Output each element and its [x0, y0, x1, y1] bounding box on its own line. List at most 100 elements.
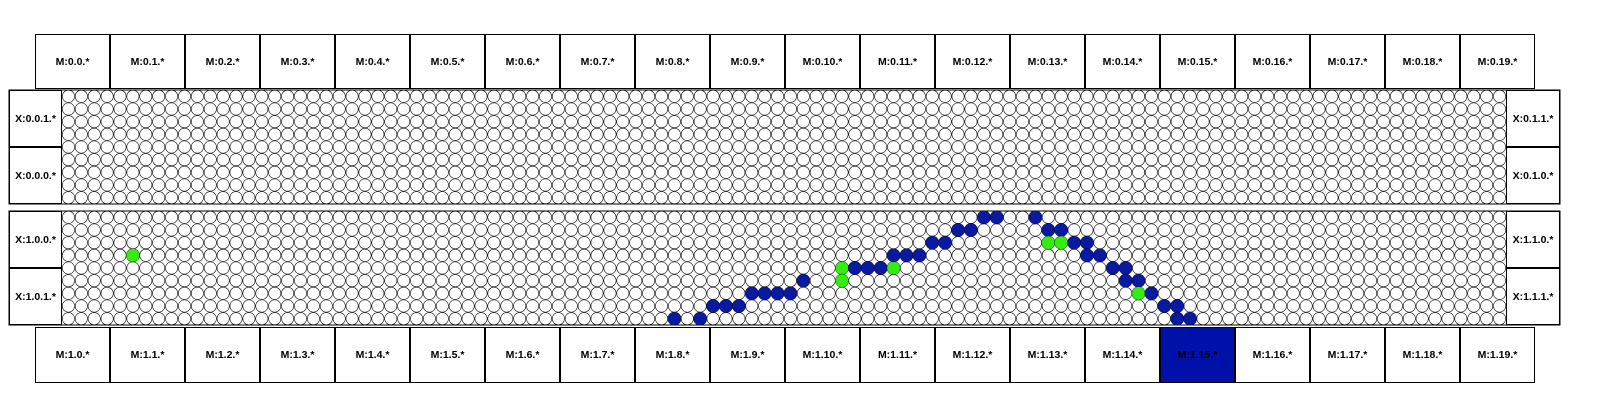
- side-right-0-label: X:0.1.1.*: [1512, 112, 1554, 125]
- hit-blue: [1041, 223, 1056, 237]
- module-top-11-label: M:0.11.*: [877, 55, 918, 68]
- module-bottom-14-label: M:1.14.*: [1102, 349, 1143, 361]
- side-left-0: X:0.0.1.*: [9, 90, 62, 147]
- module-bottom-18: M:1.18.*: [1385, 327, 1460, 383]
- hit-green: [886, 261, 901, 275]
- module-top-19-label: M:0.19.*: [1477, 55, 1518, 68]
- module-top-14-label: M:0.14.*: [1102, 55, 1143, 68]
- side-right-3: X:1.1.1.*: [1506, 268, 1560, 325]
- module-bottom-4: M:1.4.*: [335, 327, 410, 383]
- hit-blue: [873, 261, 888, 275]
- hit-blue: [1170, 299, 1185, 313]
- module-top-7-label: M:0.7.*: [580, 55, 615, 68]
- module-bottom-19-label: M:1.19.*: [1477, 349, 1518, 361]
- module-top-5: M:0.5.*: [410, 34, 485, 89]
- hit-green: [835, 273, 849, 288]
- module-bottom-3-label: M:1.3.*: [280, 349, 315, 361]
- module-top-12-label: M:0.12.*: [952, 55, 993, 68]
- hit-blue: [1080, 235, 1094, 250]
- hit-blue: [1054, 223, 1069, 237]
- module-bottom-3: M:1.3.*: [260, 327, 335, 383]
- module-bottom-2: M:1.2.*: [185, 327, 260, 383]
- module-top-13-label: M:0.13.*: [1027, 55, 1068, 68]
- side-right-1-label: X:0.1.0.*: [1512, 169, 1554, 182]
- module-bottom-6-label: M:1.6.*: [505, 349, 540, 361]
- module-top-10: M:0.10.*: [785, 34, 860, 89]
- hit-blue: [1092, 248, 1107, 263]
- module-bottom-8-label: M:1.8.*: [655, 349, 690, 361]
- side-left-2: X:1.0.0.*: [9, 211, 62, 268]
- hit-blue: [783, 286, 798, 301]
- module-bottom-15: M:1.15.*: [1160, 327, 1235, 383]
- module-bottom-13: M:1.13.*: [1010, 327, 1085, 383]
- hit-blue: [706, 299, 721, 313]
- module-top-17-label: M:0.17.*: [1327, 55, 1368, 68]
- hit-blue: [1028, 210, 1043, 225]
- module-top-11: M:0.11.*: [860, 34, 935, 89]
- module-bottom-12-label: M:1.12.*: [952, 349, 993, 361]
- hit-green: [1131, 286, 1146, 301]
- hit-blue: [912, 248, 927, 263]
- module-top-17: M:0.17.*: [1310, 34, 1385, 89]
- module-bottom-4-label: M:1.4.*: [355, 349, 390, 361]
- module-top-15-label: M:0.15.*: [1177, 55, 1218, 68]
- hit-blue: [1118, 273, 1133, 288]
- hit-blue: [951, 223, 965, 237]
- module-bottom-11-label: M:1.11.*: [877, 349, 918, 361]
- hit-blue: [1183, 311, 1198, 326]
- side-right-0: X:0.1.1.*: [1506, 90, 1560, 147]
- module-bottom-1-label: M:1.1.*: [130, 349, 165, 361]
- dot-grid-half-0: [62, 89, 1506, 205]
- module-top-18: M:0.18.*: [1385, 34, 1460, 89]
- module-top-1: M:0.1.*: [110, 34, 185, 89]
- module-top-5-label: M:0.5.*: [430, 55, 465, 68]
- module-top-13: M:0.13.*: [1010, 34, 1085, 89]
- module-bottom-15-label: M:1.15.*: [1177, 349, 1218, 361]
- module-top-14: M:0.14.*: [1085, 34, 1160, 89]
- module-top-0-label: M:0.0.*: [55, 55, 90, 68]
- module-top-8: M:0.8.*: [635, 34, 710, 89]
- hit-blue: [1105, 261, 1120, 275]
- module-top-0: M:0.0.*: [35, 34, 110, 89]
- module-top-4: M:0.4.*: [335, 34, 410, 89]
- module-bottom-12: M:1.12.*: [935, 327, 1010, 383]
- module-top-19: M:0.19.*: [1460, 34, 1535, 89]
- module-bottom-17: M:1.17.*: [1310, 327, 1385, 383]
- module-bottom-11: M:1.11.*: [860, 327, 935, 383]
- hit-blue: [989, 210, 1004, 225]
- module-bottom-18-label: M:1.18.*: [1402, 349, 1443, 361]
- hit-blue: [1067, 235, 1082, 250]
- module-bottom-16: M:1.16.*: [1235, 327, 1310, 383]
- module-bottom-2-label: M:1.2.*: [205, 349, 240, 361]
- hit-blue: [667, 311, 682, 326]
- hit-blue: [886, 248, 901, 263]
- hit-blue: [1170, 311, 1185, 326]
- side-left-2-label: X:1.0.0.*: [15, 233, 56, 246]
- hit-blue: [899, 248, 914, 263]
- module-top-7: M:0.7.*: [560, 34, 635, 89]
- side-left-1-label: X:0.0.0.*: [15, 169, 56, 182]
- hit-blue: [1144, 286, 1159, 301]
- module-top-2: M:0.2.*: [185, 34, 260, 89]
- hit-blue: [719, 299, 733, 313]
- dot-grid-half-1: [62, 210, 1506, 326]
- module-bottom-0: M:1.0.*: [35, 327, 110, 383]
- hit-green: [125, 248, 140, 263]
- side-right-2: X:1.1.0.*: [1506, 211, 1560, 268]
- side-left-3: X:1.0.1.*: [9, 268, 62, 325]
- hit-blue: [860, 261, 875, 275]
- module-top-18-label: M:0.18.*: [1402, 55, 1443, 68]
- module-top-3: M:0.3.*: [260, 34, 335, 89]
- module-top-3-label: M:0.3.*: [280, 55, 315, 68]
- module-top-9: M:0.9.*: [710, 34, 785, 89]
- module-bottom-9: M:1.9.*: [710, 327, 785, 383]
- module-bottom-8: M:1.8.*: [635, 327, 710, 383]
- hit-blue: [925, 235, 940, 250]
- hit-blue: [770, 286, 785, 301]
- hit-blue: [976, 210, 991, 225]
- module-top-16: M:0.16.*: [1235, 34, 1310, 89]
- module-bottom-16-label: M:1.16.*: [1252, 349, 1293, 361]
- hit-blue: [693, 311, 708, 326]
- module-top-9-label: M:0.9.*: [730, 55, 765, 68]
- side-right-1: X:0.1.0.*: [1506, 147, 1560, 204]
